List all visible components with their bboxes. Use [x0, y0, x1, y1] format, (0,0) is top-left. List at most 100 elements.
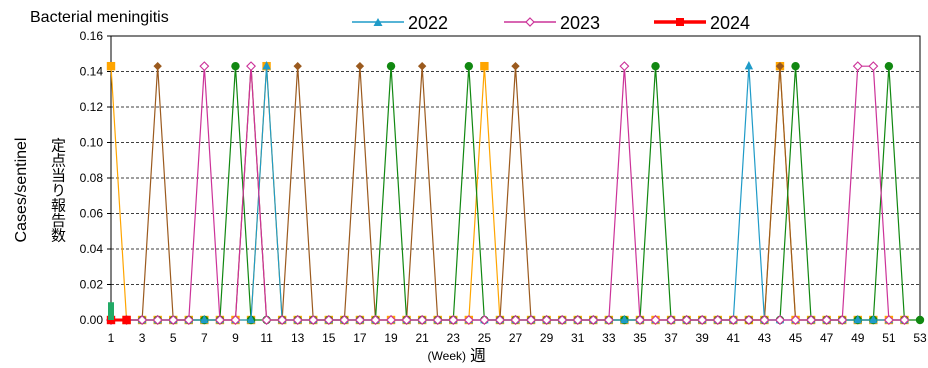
legend-marker-2022: [373, 18, 383, 26]
data-point: [401, 315, 412, 325]
x-tick-label: 29: [540, 331, 554, 345]
data-point: [277, 315, 288, 325]
y-tick-label: 0.16: [80, 29, 104, 43]
legend-item-2024: 2024: [654, 13, 750, 33]
data-point: [806, 315, 817, 325]
y-tick-label: 0.14: [80, 65, 104, 79]
data-point: [370, 315, 381, 325]
x-tick-label: 13: [291, 331, 305, 345]
data-point: [480, 61, 489, 71]
data-point: [339, 315, 350, 325]
series-line-2: [111, 66, 920, 321]
data-point: [869, 314, 878, 324]
data-point: [868, 61, 879, 72]
x-axis-label-jp: 週: [470, 346, 486, 365]
data-point: [666, 315, 677, 325]
data-point: [417, 61, 427, 71]
data-point: [852, 61, 863, 72]
data-point: [122, 315, 131, 325]
data-point: [775, 61, 785, 71]
data-point: [511, 61, 520, 71]
data-point: [837, 315, 848, 325]
x-tick-label: 9: [232, 331, 239, 345]
x-tick-label: 33: [602, 331, 616, 345]
legend-item-2023: 2023: [504, 13, 600, 33]
data-point: [293, 61, 302, 71]
data-point: [681, 315, 692, 325]
data-point: [821, 315, 832, 325]
x-tick-label: 17: [353, 331, 367, 345]
data-point: [231, 61, 240, 71]
x-tick-label: 7: [201, 331, 208, 345]
data-point: [572, 315, 583, 325]
data-point: [884, 61, 894, 71]
data-point: [728, 315, 739, 325]
data-point: [153, 61, 162, 71]
x-tick-label: 35: [633, 331, 647, 345]
data-point: [386, 61, 396, 71]
x-tick-label: 19: [384, 331, 398, 345]
data-point: [355, 61, 365, 71]
x-tick-label: 21: [415, 331, 429, 345]
data-point: [494, 315, 505, 325]
data-point: [432, 315, 443, 325]
data-point: [354, 315, 365, 325]
data-point: [386, 315, 397, 325]
data-point: [246, 314, 256, 324]
series-line-4: [111, 65, 905, 321]
data-point: [137, 315, 148, 325]
data-point: [308, 315, 319, 325]
data-point: [790, 315, 801, 325]
data-point: [634, 315, 645, 325]
data-point: [650, 315, 661, 325]
data-point: [230, 315, 241, 325]
x-tick-label: 39: [696, 331, 710, 345]
data-point: [620, 314, 629, 324]
data-point: [853, 314, 862, 324]
legend-label-2024: 2024: [710, 13, 750, 33]
y-tick-label: 0.10: [80, 136, 104, 150]
data-point: [214, 315, 225, 325]
data-point: [712, 315, 723, 325]
data-point: [183, 315, 194, 325]
legend-marker-2023: [525, 17, 535, 27]
x-tick-label: 27: [509, 331, 523, 345]
data-point: [526, 315, 537, 325]
data-point: [697, 315, 708, 325]
data-point: [463, 315, 474, 325]
x-tick-label: 51: [882, 331, 896, 345]
x-tick-label: 5: [170, 331, 177, 345]
x-tick-label: 43: [758, 331, 772, 345]
y-tick-label: 0.04: [80, 242, 104, 256]
x-axis-label-en: (Week): [428, 349, 466, 363]
x-tick-label: 11: [260, 331, 273, 345]
data-point: [464, 61, 474, 71]
data-point: [323, 315, 334, 325]
x-tick-label: 1: [108, 331, 115, 345]
legend-label-2022: 2022: [408, 13, 448, 33]
data-point: [541, 315, 552, 325]
data-point: [557, 315, 568, 325]
data-point: [744, 60, 754, 70]
x-tick-label: 45: [789, 331, 803, 345]
x-tick-label: 23: [447, 331, 461, 345]
data-point: [743, 315, 754, 325]
y-axis-label-jp: 定点当り報告数: [49, 138, 67, 243]
data-point: [619, 61, 630, 72]
data-point: [883, 315, 894, 325]
legend-item-2022: 2022: [352, 13, 448, 33]
x-tick-label: 25: [478, 331, 492, 345]
data-point: [510, 315, 521, 325]
data-point: [292, 315, 303, 325]
data-point: [915, 315, 925, 325]
data-point: [261, 315, 272, 325]
y-tick-label: 0.06: [80, 207, 104, 221]
legend-label-2023: 2023: [560, 13, 600, 33]
data-point: [775, 315, 785, 325]
data-point: [791, 61, 800, 71]
x-tick-label: 37: [664, 331, 678, 345]
x-tick-label: 47: [820, 331, 834, 345]
data-point: [199, 61, 210, 72]
data-point: [899, 315, 910, 325]
